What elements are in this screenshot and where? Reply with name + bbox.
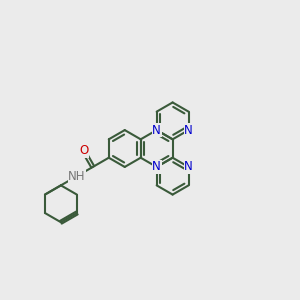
Text: N: N	[152, 160, 161, 173]
Text: O: O	[79, 145, 88, 158]
Text: N: N	[184, 124, 193, 136]
Text: N: N	[184, 160, 193, 173]
Text: N: N	[152, 124, 161, 136]
Text: NH: NH	[68, 170, 86, 183]
